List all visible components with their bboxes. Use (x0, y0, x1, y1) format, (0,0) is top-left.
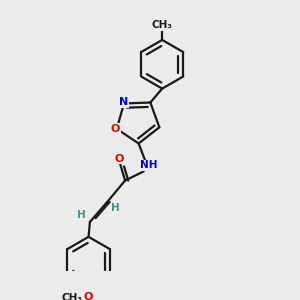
Text: N: N (119, 97, 129, 107)
Text: CH₃: CH₃ (61, 293, 82, 300)
Text: O: O (111, 124, 120, 134)
Text: NH: NH (140, 160, 158, 170)
Text: O: O (115, 154, 124, 164)
Text: O: O (84, 292, 93, 300)
Text: CH₃: CH₃ (152, 20, 173, 30)
Text: H: H (111, 203, 120, 213)
Text: H: H (77, 210, 86, 220)
